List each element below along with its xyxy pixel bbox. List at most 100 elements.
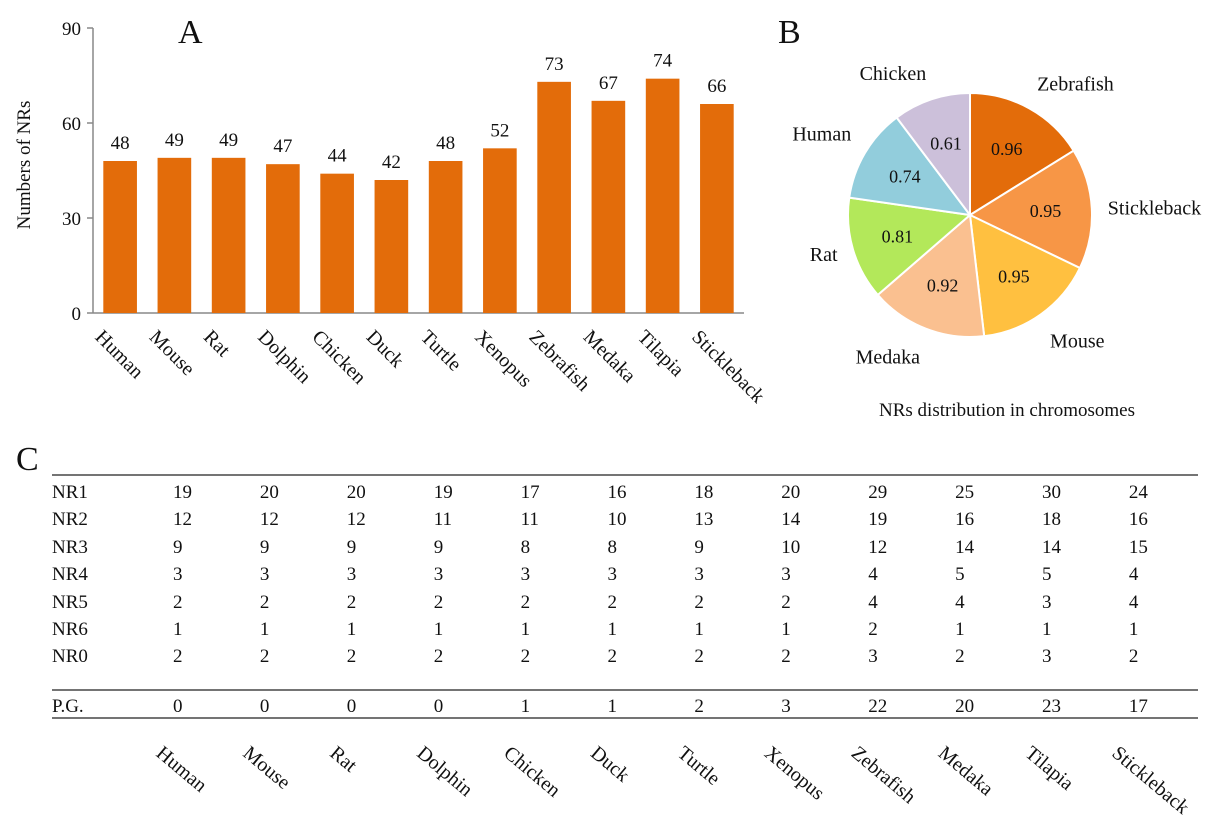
table-cell: 9: [260, 537, 270, 558]
bar-chart-panel: A Numbers of NRs 0 30 60 90 48 49 49 47 44 42 48 5…: [14, 14, 769, 408]
pie-label-chicken: Chicken: [860, 63, 927, 85]
x-tick-label: Turtle: [416, 326, 466, 376]
pie-label-human: Human: [792, 124, 851, 146]
table-cell: 3: [347, 564, 357, 585]
bar-value-label: 47: [273, 136, 292, 157]
table-cell: 2: [694, 646, 704, 667]
pie-chart-panel: B 0.96 Zebrafish 0.95 Stickleback 0.95 Mouse 0…: [778, 14, 1201, 421]
table-cell: 1: [347, 619, 357, 640]
table-cell: 3: [260, 564, 270, 585]
table-cell: 3: [608, 564, 618, 585]
pie-caption: NRs distribution in chromosomes: [879, 400, 1135, 421]
table-cell: 8: [521, 537, 531, 558]
table-cell: 3: [868, 646, 878, 667]
x-tick-label: Dolphin: [253, 326, 315, 388]
table-cell: 3: [173, 564, 183, 585]
bar-value-label: 74: [653, 51, 673, 72]
y-tick-label: 60: [62, 114, 81, 135]
table-cell: 9: [694, 537, 704, 558]
y-tick-label: 0: [72, 304, 82, 325]
bar-medaka: [591, 100, 626, 313]
table-cell: 1: [521, 696, 531, 717]
bar-turtle: [428, 161, 463, 313]
table-cell: 1: [955, 619, 965, 640]
table-column-label: Medaka: [934, 742, 998, 800]
table-cell: 25: [955, 482, 974, 503]
table-cell: 5: [1042, 564, 1052, 585]
bar-value-label: 49: [165, 130, 184, 151]
table-cell: 20: [781, 482, 800, 503]
table-cell: 14: [1042, 537, 1062, 558]
table-cell: 20: [955, 696, 974, 717]
table-cell: 12: [868, 537, 887, 558]
table-cell: 16: [608, 482, 627, 503]
table-cell: 0: [434, 696, 444, 717]
y-axis-label: Numbers of NRs: [14, 101, 35, 230]
table-cell: 3: [521, 564, 531, 585]
table-cell: 16: [1129, 509, 1148, 530]
table-cell: 3: [781, 564, 791, 585]
x-tick-label: Mouse: [145, 326, 199, 380]
table-cell: 12: [260, 509, 279, 530]
table-cell: 9: [347, 537, 357, 558]
pie-slice-chicken: [895, 91, 971, 218]
table-cell: 3: [434, 564, 444, 585]
table-row-label: NR3: [52, 537, 88, 558]
table-cell: 12: [173, 509, 192, 530]
table-row-label: P.G.: [52, 696, 84, 717]
table-cell: 14: [781, 509, 801, 530]
bar-value-label: 42: [382, 152, 401, 173]
table-cell: 1: [781, 619, 791, 640]
bar-value-label: 48: [111, 133, 130, 154]
table-cell: 2: [1129, 646, 1139, 667]
table-row-label: NR2: [52, 509, 88, 530]
table-column-label: Zebrafish: [847, 742, 920, 808]
bar-stickleback: [700, 104, 734, 313]
table-column-label: Tilapia: [1021, 742, 1078, 795]
x-tick-label: Chicken: [308, 326, 371, 389]
table-column-label: Dolphin: [412, 742, 476, 801]
table-cell: 10: [608, 509, 627, 530]
table-cell: 2: [521, 592, 531, 613]
table-cell: 3: [1042, 592, 1052, 613]
table-cell: 8: [608, 537, 618, 558]
table-cell: 4: [955, 592, 965, 613]
table-cell: 2: [347, 592, 357, 613]
table-cell: 2: [521, 646, 531, 667]
bar-value-label: 73: [545, 54, 564, 75]
panel-b-letter: B: [778, 14, 801, 51]
table-cell: 1: [521, 619, 531, 640]
table-row-label: NR5: [52, 592, 88, 613]
bar-zebrafish: [537, 81, 571, 313]
bar-value-label: 48: [436, 133, 455, 154]
table-cell: 19: [173, 482, 192, 503]
bar-human: [103, 161, 137, 313]
table-column-label: Turtle: [673, 742, 724, 790]
pie-value-label: 0.95: [1030, 201, 1062, 221]
table-row-label: NR1: [52, 482, 88, 503]
table-cell: 3: [1042, 646, 1052, 667]
pie-slice-rat: [847, 196, 973, 297]
x-tick-label: Tilapia: [633, 326, 688, 381]
table-cell: 18: [694, 482, 713, 503]
table-cell: 2: [781, 592, 791, 613]
bar-value-label: 44: [328, 146, 348, 167]
x-tick-label: Rat: [199, 326, 235, 362]
table-cell: 11: [521, 509, 539, 530]
table-cell: 17: [1129, 696, 1148, 717]
table-column-label: Rat: [326, 742, 362, 777]
x-tick-label: Human: [91, 326, 148, 383]
table-cell: 2: [173, 592, 183, 613]
bar-rat: [211, 157, 246, 313]
pie-label-stickleback: Stickleback: [1108, 198, 1201, 220]
pie-slice-mouse: [968, 213, 1082, 338]
table-cell: 2: [608, 646, 618, 667]
bar-dolphin: [266, 164, 300, 313]
table-cell: 0: [173, 696, 183, 717]
x-tick-label: Xenopus: [470, 326, 536, 392]
pie-label-rat: Rat: [810, 244, 838, 266]
panel-a-letter: A: [178, 14, 203, 51]
y-tick-label: 90: [62, 19, 81, 40]
table-cell: 2: [694, 696, 704, 717]
